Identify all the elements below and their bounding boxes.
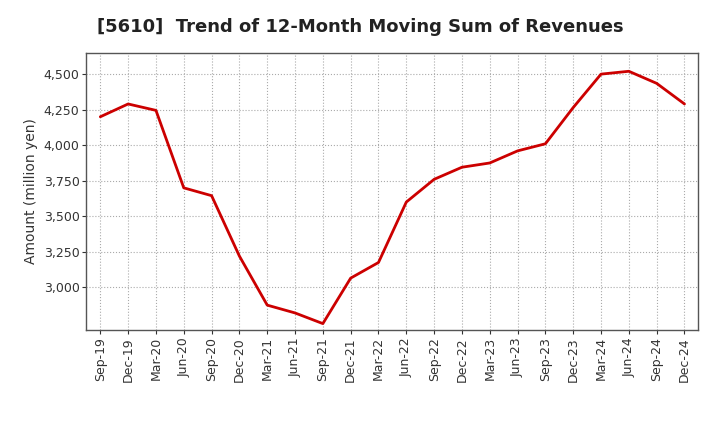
Y-axis label: Amount (million yen): Amount (million yen)	[24, 118, 38, 264]
Text: [5610]  Trend of 12-Month Moving Sum of Revenues: [5610] Trend of 12-Month Moving Sum of R…	[96, 18, 624, 36]
